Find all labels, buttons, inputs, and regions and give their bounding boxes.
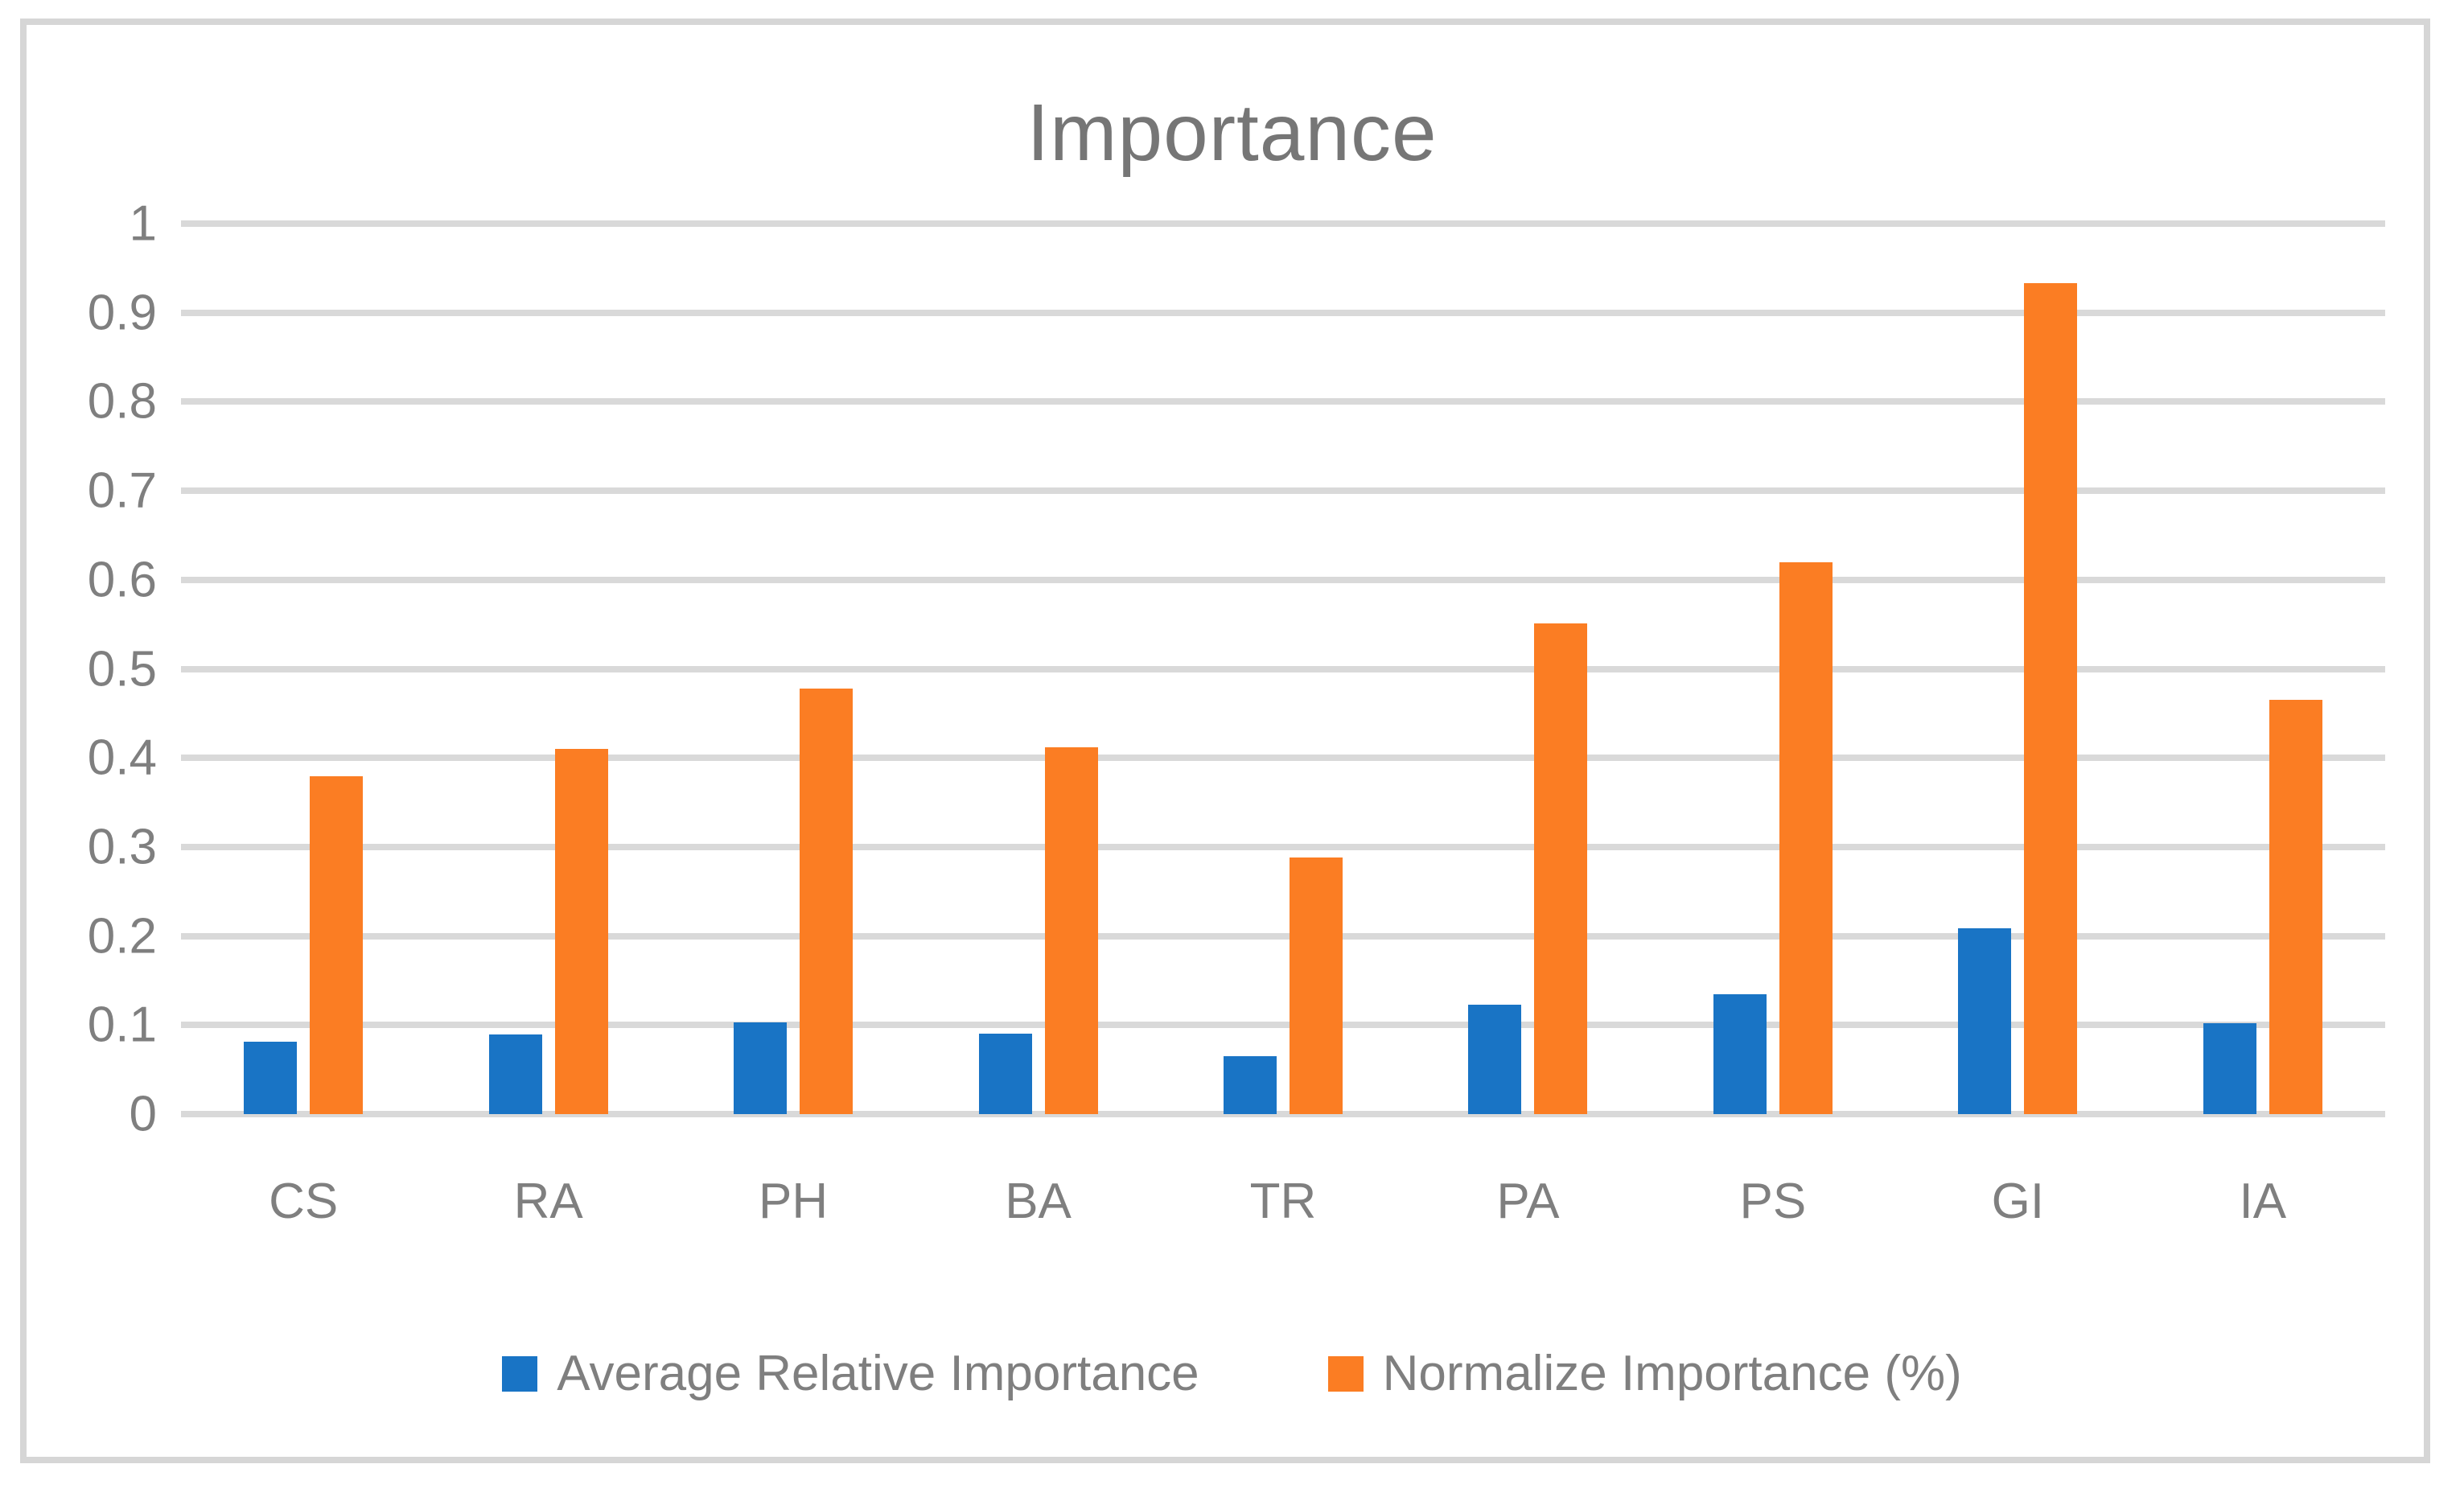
- bar-ph-series-2: [800, 689, 854, 1114]
- gridline-y-0.2: [181, 932, 2385, 940]
- gridline-y-0.7: [181, 487, 2385, 495]
- bar-pa-series-1: [1468, 1005, 1522, 1114]
- bar-tr-series-2: [1290, 857, 1343, 1114]
- gridline-y-0: [181, 1111, 2385, 1117]
- bar-cs-series-1: [244, 1042, 298, 1114]
- gridline-y-0.4: [181, 755, 2385, 762]
- y-axis-tick-label: 0: [129, 1086, 157, 1142]
- gridline-y-0.3: [181, 843, 2385, 850]
- bar-ps-series-2: [1779, 562, 1833, 1114]
- y-axis-tick-label: 0.2: [87, 908, 157, 964]
- y-axis-tick-label: 0.6: [87, 552, 157, 608]
- gridline-y-0.1: [181, 1022, 2385, 1029]
- x-axis-category-label: PS: [1739, 1174, 1807, 1229]
- gridline-y-0.8: [181, 398, 2385, 405]
- legend-item-series-1: Average Relative Importance: [502, 1345, 1199, 1402]
- x-axis-category-label: GI: [1991, 1174, 2045, 1229]
- gridline-y-0.9: [181, 309, 2385, 316]
- gridline-y-0.5: [181, 665, 2385, 672]
- y-axis-tick-label: 0.9: [87, 285, 157, 341]
- x-axis-category-label: PH: [759, 1174, 829, 1229]
- bar-gi-series-1: [1958, 928, 2012, 1114]
- bar-ia-series-2: [2269, 700, 2322, 1114]
- x-axis-category-label: BA: [1005, 1174, 1072, 1229]
- bar-ps-series-1: [1713, 994, 1767, 1114]
- y-axis-tick-label: 0.7: [87, 463, 157, 519]
- y-axis-tick-label: 0.3: [87, 819, 157, 875]
- chart-legend: Average Relative Importance Normalize Im…: [0, 1345, 2464, 1402]
- bar-cs-series-2: [310, 776, 364, 1114]
- bar-ba-series-2: [1044, 747, 1098, 1114]
- legend-swatch-blue-icon: [502, 1355, 538, 1392]
- x-axis-category-label: TR: [1249, 1174, 1317, 1229]
- legend-item-series-2: Normalize Importance (%): [1327, 1345, 1962, 1402]
- y-axis-tick-label: 0.8: [87, 373, 157, 430]
- gridline-y-1: [181, 220, 2385, 227]
- gridline-y-0.6: [181, 576, 2385, 583]
- bar-tr-series-1: [1224, 1056, 1277, 1114]
- y-axis-tick-label: 0.5: [87, 641, 157, 697]
- bar-ra-series-1: [488, 1034, 542, 1114]
- bar-ba-series-1: [978, 1034, 1032, 1114]
- x-axis-category-label: IA: [2239, 1174, 2287, 1229]
- y-axis-tick-label: 0.4: [87, 730, 157, 786]
- x-axis-category-label: CS: [269, 1174, 339, 1229]
- x-axis-category-label: PA: [1496, 1174, 1560, 1229]
- bar-ia-series-1: [2203, 1023, 2256, 1114]
- y-axis-tick-label: 1: [129, 195, 157, 252]
- chart-title: Importance: [1026, 88, 1438, 178]
- x-axis-category-label: RA: [513, 1174, 583, 1229]
- legend-swatch-orange-icon: [1327, 1355, 1364, 1392]
- legend-label-series-1: Average Relative Importance: [557, 1346, 1199, 1401]
- bar-ph-series-1: [734, 1022, 788, 1114]
- bar-ra-series-2: [554, 749, 608, 1114]
- bar-pa-series-2: [1534, 623, 1588, 1114]
- bar-gi-series-2: [2024, 283, 2078, 1114]
- legend-label-series-2: Normalize Importance (%): [1382, 1346, 1962, 1401]
- y-axis-tick-label: 0.1: [87, 997, 157, 1053]
